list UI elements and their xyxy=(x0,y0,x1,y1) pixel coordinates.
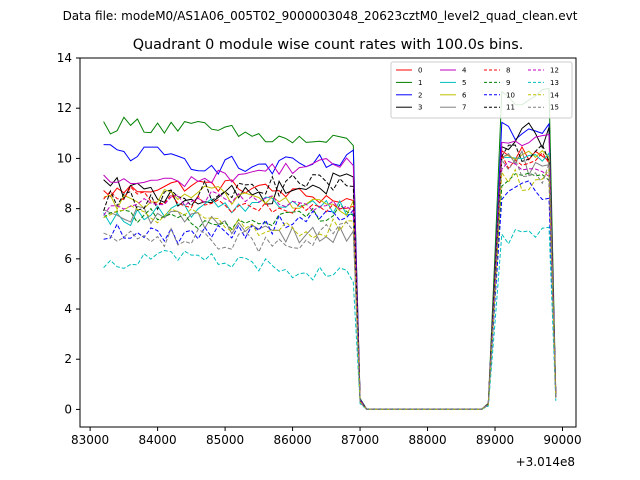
x-tick-label: 86000 xyxy=(273,433,311,447)
y-tick-label: 14 xyxy=(57,51,72,65)
series-line-13 xyxy=(103,226,557,410)
y-tick-label: 6 xyxy=(64,252,72,266)
x-tick-label: 84000 xyxy=(139,433,177,447)
x-tick-label: 90000 xyxy=(543,433,581,447)
legend-label-15: 15 xyxy=(550,104,559,112)
ticks: 83000 84000 85000 86000 87000 88000 89000 90000… xyxy=(57,51,582,447)
legend-label-8: 8 xyxy=(506,67,510,75)
legend-label-9: 9 xyxy=(506,79,510,87)
legend-label-14: 14 xyxy=(550,91,559,99)
y-tick-label: 2 xyxy=(64,352,72,366)
legend-label-6: 6 xyxy=(462,91,467,99)
x-offset-label: +3.014e8 xyxy=(516,455,575,469)
x-tick-label: 85000 xyxy=(206,433,244,447)
y-tick-label: 0 xyxy=(64,402,72,416)
series-line-15 xyxy=(103,158,557,410)
y-tick-label: 12 xyxy=(57,101,72,115)
legend-label-10: 10 xyxy=(506,91,515,99)
series-line-8 xyxy=(103,151,557,410)
y-tick-label: 8 xyxy=(64,202,72,216)
legend-label-0: 0 xyxy=(418,67,422,75)
legend-label-4: 4 xyxy=(462,67,467,75)
axes-background xyxy=(80,58,576,427)
y-tick-label: 10 xyxy=(57,151,72,165)
chart-title: Quadrant 0 module wise count rates with … xyxy=(133,37,524,53)
legend-label-3: 3 xyxy=(418,104,422,112)
legend-label-12: 12 xyxy=(550,67,559,75)
x-tick-label: 88000 xyxy=(408,433,446,447)
legend-label-1: 1 xyxy=(418,79,422,87)
x-tick-label: 87000 xyxy=(341,433,379,447)
figure-suptitle: Data file: modeM0/AS1A06_005T02_90000030… xyxy=(63,9,578,23)
x-tick-label: 89000 xyxy=(476,433,514,447)
axes-frame xyxy=(79,57,577,428)
legend-frame xyxy=(390,61,573,119)
series-layer xyxy=(103,87,557,410)
legend-label-13: 13 xyxy=(550,79,559,87)
legend-label-7: 7 xyxy=(462,104,466,112)
y-tick-label: 4 xyxy=(64,302,72,316)
x-tick-label: 83000 xyxy=(71,433,109,447)
legend-label-5: 5 xyxy=(462,79,466,87)
legend-label-2: 2 xyxy=(418,91,422,99)
legend-label-11: 11 xyxy=(506,104,515,112)
